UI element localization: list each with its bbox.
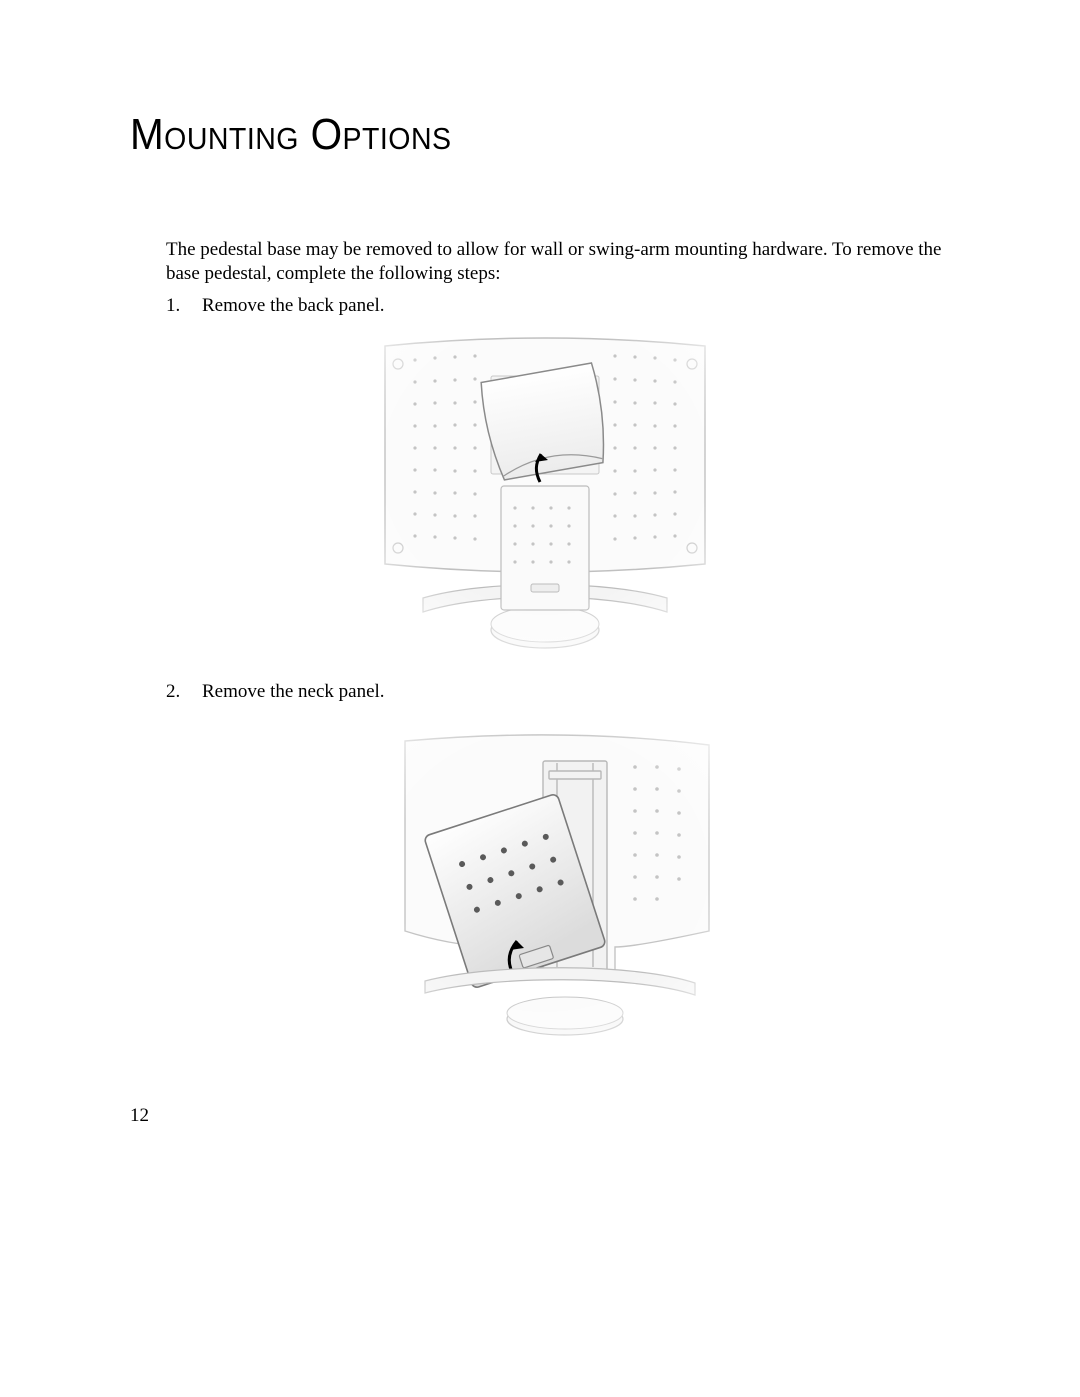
step-1-number: 1. bbox=[166, 294, 186, 319]
figure-1-wrap bbox=[130, 336, 960, 662]
step-2-text: Remove the neck panel. bbox=[202, 680, 385, 705]
figure-2-wrap bbox=[130, 731, 960, 1041]
step-2: 2. Remove the neck panel. bbox=[166, 680, 960, 705]
step-2-number: 2. bbox=[166, 680, 186, 705]
step-1-text: Remove the back panel. bbox=[202, 294, 385, 319]
page-title: Mounting Options bbox=[130, 110, 894, 160]
figure-1-illustration bbox=[365, 336, 725, 662]
intro-paragraph: The pedestal base may be removed to allo… bbox=[166, 238, 950, 286]
step-1: 1. Remove the back panel. bbox=[166, 294, 960, 319]
page-number: 12 bbox=[130, 1105, 149, 1127]
figure-2-illustration bbox=[365, 731, 725, 1041]
document-page: Mounting Options The pedestal base may b… bbox=[0, 0, 1080, 1397]
